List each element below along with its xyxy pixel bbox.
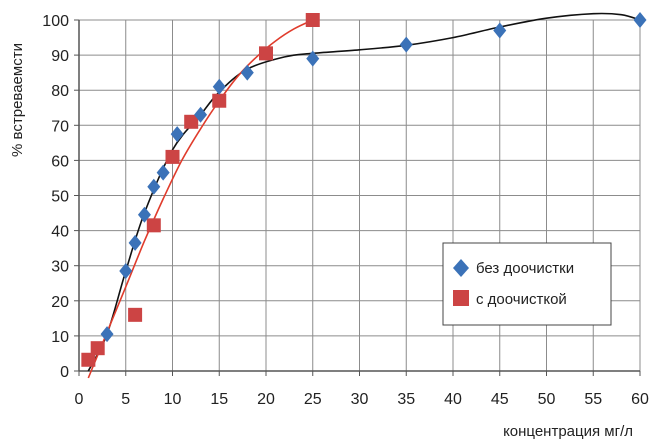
y-tick-label: 50	[51, 189, 69, 206]
data-point-square	[212, 93, 227, 108]
x-tick-label: 20	[257, 391, 275, 408]
data-point-square	[184, 114, 199, 129]
legend-label-s-doochistkoy: с доочисткой	[476, 291, 567, 308]
legend: без доочистки с доочисткой	[442, 242, 612, 326]
data-point-square	[305, 13, 320, 27]
x-tick-label: 10	[164, 391, 182, 408]
data-point-square	[165, 149, 180, 164]
data-point-diamond	[147, 178, 161, 195]
data-point-diamond	[137, 206, 151, 223]
trend-line-series-0	[87, 12, 641, 372]
data-point-diamond	[100, 326, 114, 343]
x-tick-label: 15	[210, 391, 228, 408]
y-tick-label: 30	[51, 259, 69, 276]
data-point-diamond	[212, 78, 226, 95]
y-tick-label: 100	[42, 13, 69, 30]
x-tick-label: 35	[397, 391, 415, 408]
data-point-diamond	[399, 36, 413, 53]
data-point-square	[81, 352, 96, 367]
data-point-square	[146, 218, 161, 233]
legend-square-icon	[453, 290, 469, 306]
data-point-diamond	[633, 12, 647, 28]
data-point-diamond	[306, 50, 320, 67]
y-tick-label: 0	[60, 364, 69, 381]
data-point-diamond	[170, 126, 184, 143]
data-point-diamond	[156, 164, 170, 181]
x-tick-label: 30	[351, 391, 369, 408]
x-tick-label: 55	[584, 391, 602, 408]
axes	[74, 19, 641, 376]
y-axis-label: % встреваемсти	[9, 43, 26, 157]
data-point-diamond	[128, 234, 142, 251]
trend-lines	[87, 12, 641, 379]
x-tick-label: 45	[491, 391, 509, 408]
data-point-diamond	[240, 64, 254, 81]
legend-box	[442, 242, 612, 326]
data-point-square	[259, 46, 273, 61]
x-axis-label: концентрация мг/л	[503, 423, 633, 440]
legend-label-bez-doochistki: без доочистки	[476, 260, 574, 277]
y-tick-label: 60	[51, 153, 69, 170]
x-tick-label: 25	[304, 391, 322, 408]
y-tick-label: 70	[51, 118, 69, 135]
x-tick-label: 60	[631, 391, 649, 408]
y-tick-label: 20	[51, 294, 69, 311]
legend-diamond-icon	[453, 259, 469, 277]
x-tick-label: 50	[538, 391, 556, 408]
data-points	[81, 12, 647, 367]
y-tick-label: 90	[51, 48, 69, 65]
data-point-square	[128, 307, 143, 322]
data-point-diamond	[493, 22, 507, 39]
y-tick-label: 80	[51, 83, 69, 100]
y-tick-label: 10	[51, 329, 69, 346]
trend-line-series-1	[87, 19, 314, 379]
x-tick-label: 5	[121, 391, 130, 408]
tick-labels: 0 5 10 15 20 25 30 35 40 45 50 55 60 0 10 20 30 40 50 60 70 8…	[42, 13, 649, 408]
x-tick-label: 40	[444, 391, 462, 408]
x-tick-label: 0	[75, 391, 84, 408]
y-tick-label: 40	[51, 224, 69, 241]
data-point-diamond	[194, 106, 208, 123]
data-point-square	[90, 341, 105, 356]
data-point-diamond	[119, 262, 133, 279]
